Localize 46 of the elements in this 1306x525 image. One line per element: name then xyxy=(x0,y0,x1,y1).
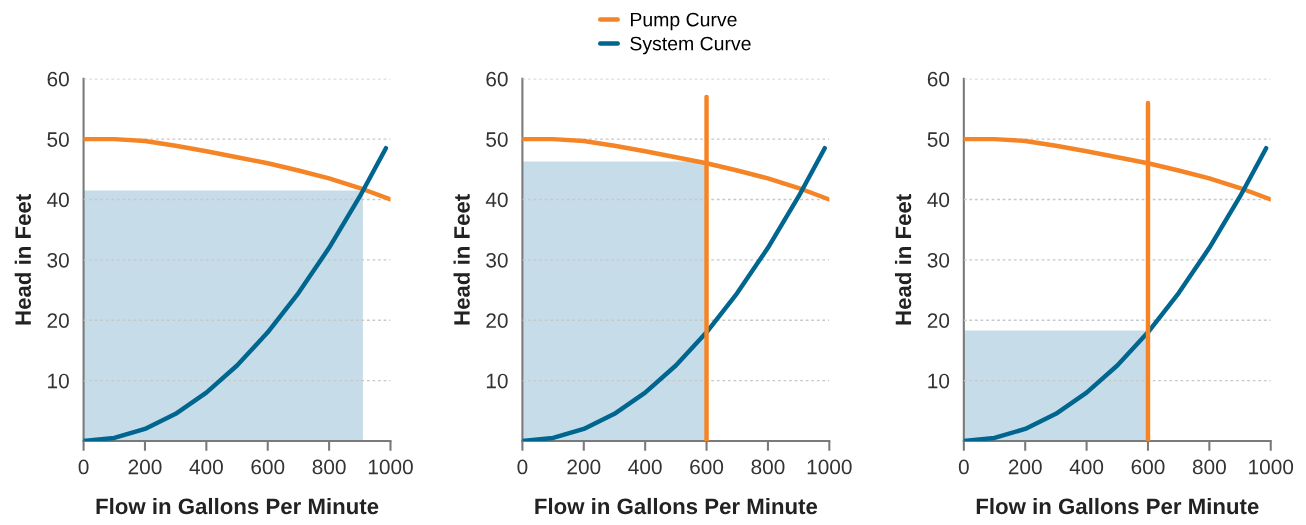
y-tick-label: 30 xyxy=(486,252,508,268)
x-tick-label: 600 xyxy=(251,459,285,475)
y-tick-label: 20 xyxy=(927,313,950,328)
y-tick-label: 10 xyxy=(928,373,950,389)
y-tick-label: 10 xyxy=(48,373,69,389)
y-tick-label: 40 xyxy=(485,192,508,208)
x-axis-title: Flow in Gallons Per Minute xyxy=(535,497,818,515)
y-tick-label: 10 xyxy=(486,373,508,389)
x-tick-label: 1000 xyxy=(807,459,852,475)
x-axis-title: Flow in Gallons Per Minute xyxy=(96,497,379,515)
x-tick-label: 400 xyxy=(189,459,223,475)
line-series xyxy=(522,145,827,441)
x-tick-label: 0 xyxy=(958,459,969,475)
x-tick-label: 200 xyxy=(128,459,162,475)
y-axis-title: Head in Feet xyxy=(14,194,32,325)
x-tick-label: 800 xyxy=(751,459,785,475)
x-tick-label: 600 xyxy=(1131,459,1165,475)
x-tick-label: 400 xyxy=(1069,459,1104,475)
y-tick-label: 50 xyxy=(486,132,508,147)
y-tick-label: 30 xyxy=(927,252,950,268)
x-tick-label: 400 xyxy=(628,459,662,475)
y-tick-label: 40 xyxy=(927,192,950,208)
y-axis-title: Head in Feet xyxy=(453,194,470,325)
x-tick-label: 800 xyxy=(312,459,346,475)
x-tick-label: 1000 xyxy=(1249,459,1294,475)
y-tick-label: 60 xyxy=(486,71,508,87)
y-tick-label: 30 xyxy=(47,252,69,268)
y-tick-label: 40 xyxy=(47,192,69,208)
x-tick-label: 0 xyxy=(78,459,89,475)
x-tick-label: 800 xyxy=(1192,459,1226,475)
x-tick-label: 1000 xyxy=(368,459,413,475)
x-tick-label: 600 xyxy=(690,459,724,475)
line-series xyxy=(83,136,391,202)
y-tick-label: 50 xyxy=(927,132,950,147)
legend-label: Pump Curve xyxy=(630,12,737,31)
y-tick-label: 20 xyxy=(47,313,69,328)
x-tick-label: 200 xyxy=(1008,459,1042,475)
x-tick-label: 0 xyxy=(517,459,528,475)
legend-label: System Curve xyxy=(630,36,751,55)
y-tick-label: 60 xyxy=(47,71,69,87)
y-tick-label: 50 xyxy=(47,132,69,147)
x-axis-title: Flow in Gallons Per Minute xyxy=(976,497,1259,515)
y-tick-label: 60 xyxy=(927,71,950,87)
y-tick-label: 20 xyxy=(486,313,508,328)
x-tick-label: 200 xyxy=(567,459,601,475)
y-axis-title: Head in Feet xyxy=(894,194,912,325)
